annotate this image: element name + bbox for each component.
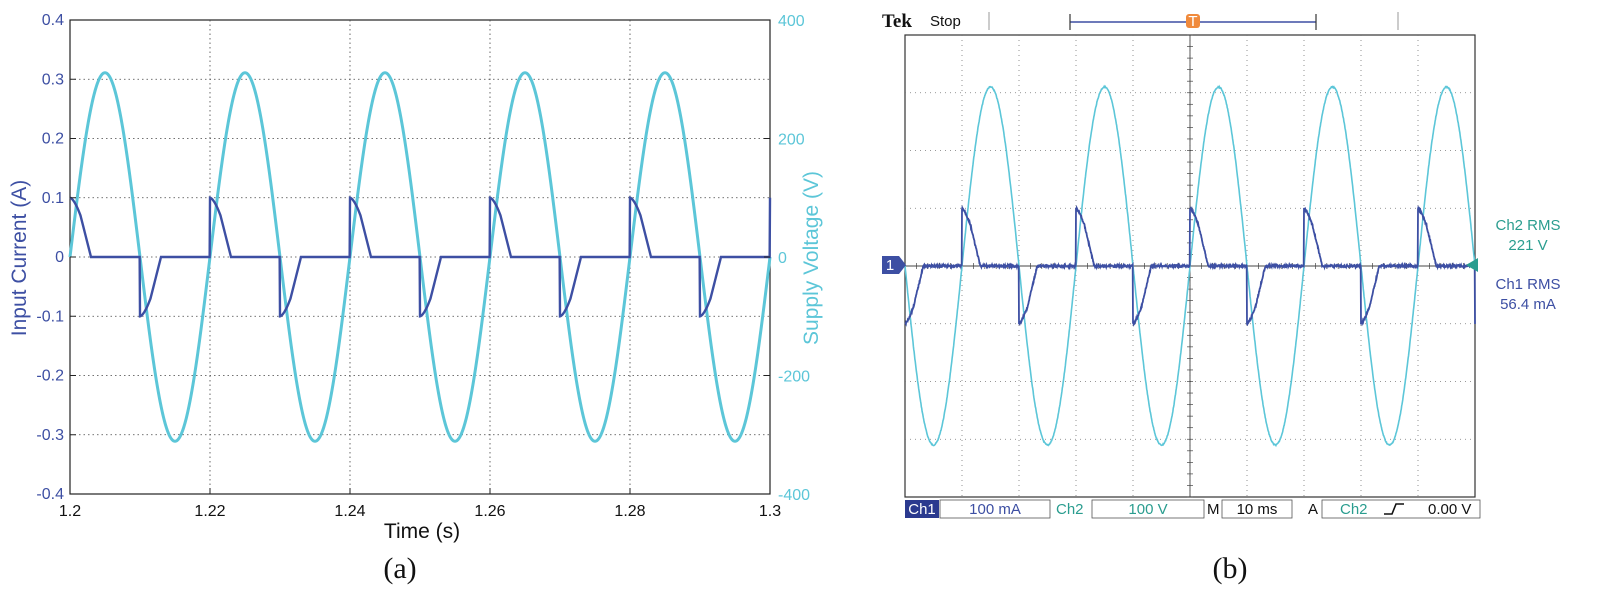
y-left-tick-label: -0.3 bbox=[36, 427, 64, 444]
ch2-label: Ch2 bbox=[1056, 501, 1084, 518]
ch2-rms-value: 221 V bbox=[1508, 237, 1547, 254]
svg-text:1: 1 bbox=[886, 257, 894, 274]
ch2-scale-box bbox=[1091, 499, 1205, 519]
trigger-source: Ch2 bbox=[1340, 501, 1368, 518]
timebase-box bbox=[1221, 499, 1293, 519]
ch1-scale-box bbox=[939, 499, 1051, 519]
x-tick-label: 1.2 bbox=[59, 503, 81, 520]
panel-a-ticks: 1.2 1.22 1.24 1.26 1.28 1.3 0.4 0.3 0.2 0.1 0 -0.1 -… bbox=[36, 12, 810, 520]
panel-a-ylabel-right: Supply Voltage (V) bbox=[800, 171, 823, 345]
x-tick-label: 1.24 bbox=[334, 503, 365, 520]
y-left-tick-label: 0 bbox=[55, 249, 64, 266]
y-left-tick-label: 0.2 bbox=[42, 131, 64, 148]
panel-a-xlabel: Time (s) bbox=[384, 520, 460, 543]
y-left-tick-label: 0.3 bbox=[42, 71, 64, 88]
scope-bottom-bar: Ch1 100 mA Ch2 100 V M 10 ms A Ch2 0.00 … bbox=[905, 499, 1481, 519]
x-tick-label: 1.28 bbox=[614, 503, 645, 520]
y-right-tick-label: 200 bbox=[778, 132, 805, 149]
panel-a-caption: (a) bbox=[383, 552, 416, 585]
panel-a-ylabel-left: Input Current (A) bbox=[8, 180, 31, 336]
trigger-box bbox=[1321, 499, 1481, 519]
x-tick-label: 1.3 bbox=[759, 503, 781, 520]
y-right-tick-label: -400 bbox=[778, 487, 810, 504]
series-input-current bbox=[69, 196, 772, 318]
ch1-label: Ch1 bbox=[908, 501, 936, 518]
y-left-tick-label: -0.1 bbox=[36, 308, 64, 325]
scope-status: Stop bbox=[930, 13, 961, 30]
ch1-rms-label: Ch1 RMS bbox=[1495, 276, 1560, 293]
svg-text:T: T bbox=[1188, 13, 1197, 30]
panel-b-caption: (b) bbox=[1213, 552, 1248, 585]
m-label: M bbox=[1207, 501, 1220, 518]
a-label: A bbox=[1308, 501, 1318, 518]
ch1-label-box bbox=[905, 500, 939, 518]
scope-trace-ch1-current bbox=[904, 204, 1476, 327]
ch1-scale: 100 mA bbox=[969, 501, 1021, 518]
y-left-tick-label: -0.2 bbox=[36, 368, 64, 385]
y-left-tick-label: 0.1 bbox=[42, 190, 64, 207]
ch1-ground-marker: 1 bbox=[882, 256, 906, 274]
y-right-tick-label: 400 bbox=[778, 13, 805, 30]
panel-a-series bbox=[68, 71, 772, 443]
y-right-tick-label: 0 bbox=[778, 250, 787, 267]
y-left-tick-label: 0.4 bbox=[42, 12, 64, 29]
y-right-tick-label: -200 bbox=[778, 369, 810, 386]
y-left-tick-label: -0.4 bbox=[36, 486, 64, 503]
scope-brand-logo: Tek bbox=[882, 11, 912, 32]
trigger-slope-icon bbox=[1384, 503, 1404, 515]
x-tick-label: 1.26 bbox=[474, 503, 505, 520]
ch1-rms-value: 56.4 mA bbox=[1500, 296, 1556, 313]
timebase-value: 10 ms bbox=[1237, 501, 1278, 518]
panel-b-oscilloscope: Tek Stop T T 1 Ch2 RMS 221 V Ch1 RMS 56.… bbox=[882, 11, 1561, 585]
ch2-level-marker bbox=[1466, 258, 1478, 272]
scope-waveforms bbox=[904, 84, 1476, 448]
ch2-rms-label: Ch2 RMS bbox=[1495, 217, 1560, 234]
ch2-scale: 100 V bbox=[1128, 501, 1167, 518]
panel-a-chart: 1.2 1.22 1.24 1.26 1.28 1.3 0.4 0.3 0.2 0.1 0 -0.1 -… bbox=[8, 12, 823, 585]
x-tick-label: 1.22 bbox=[194, 503, 225, 520]
trigger-level: 0.00 V bbox=[1428, 501, 1471, 518]
